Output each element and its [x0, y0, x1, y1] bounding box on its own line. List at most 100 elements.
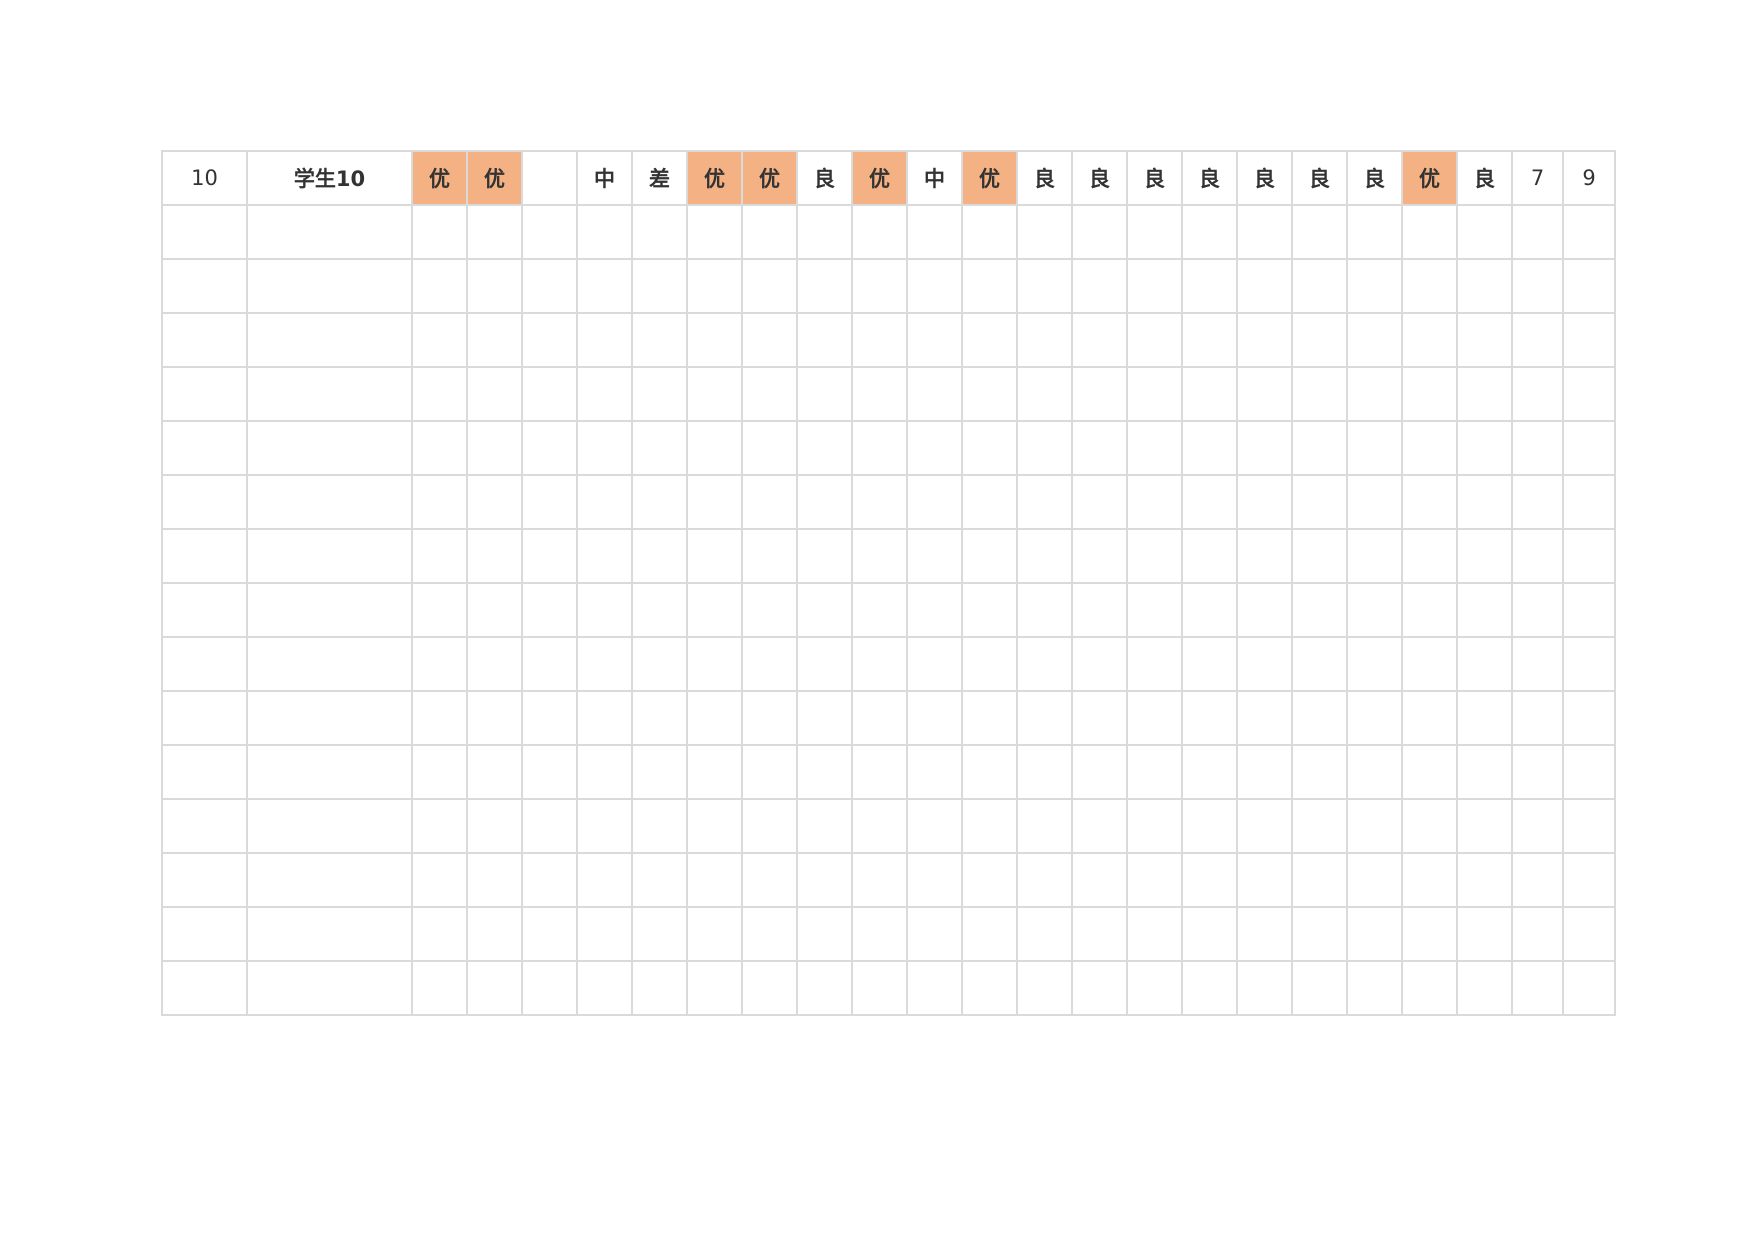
grade-table: 10 学生10 优优中差优优良优中优良良良良良良良优良 7 9: [161, 150, 1616, 1016]
table-cell: [1181, 960, 1238, 1016]
table-cell: [1456, 204, 1513, 260]
table-cell: 10: [161, 150, 248, 206]
table-cell: [906, 420, 963, 476]
table-cell: [1291, 852, 1348, 908]
table-cell: [521, 744, 578, 800]
table-cell: [1511, 366, 1564, 422]
table-cell: [1071, 420, 1128, 476]
table-cell: [631, 852, 688, 908]
table-cell: [246, 690, 413, 746]
table-cell: [906, 312, 963, 368]
table-cell: [576, 366, 633, 422]
table-cell: [631, 906, 688, 962]
table-cell: [741, 798, 798, 854]
table-cell: [161, 366, 248, 422]
table-cell: [521, 204, 578, 260]
table-cell: [1456, 474, 1513, 530]
table-cell: [1016, 690, 1073, 746]
table-cell: [1456, 906, 1513, 962]
table-cell: [1456, 636, 1513, 692]
table-cell: [1401, 528, 1458, 584]
table-cell: [246, 474, 413, 530]
table-row: [161, 636, 1616, 692]
table-cell: [576, 906, 633, 962]
table-cell: [1346, 636, 1403, 692]
table-cell: [466, 204, 523, 260]
table-cell: [1291, 906, 1348, 962]
table-cell: 优: [686, 150, 743, 206]
table-cell: [1181, 258, 1238, 314]
table-cell: [741, 744, 798, 800]
table-cell: [466, 690, 523, 746]
table-cell: [1511, 690, 1564, 746]
table-cell: [741, 366, 798, 422]
table-cell: [1562, 474, 1616, 530]
table-cell: [1016, 204, 1073, 260]
table-cell: [1016, 582, 1073, 638]
table-cell: [686, 852, 743, 908]
table-cell: [466, 528, 523, 584]
table-row: 10 学生10 优优中差优优良优中优良良良良良良良优良 7 9: [161, 150, 1616, 206]
table-cell: [741, 420, 798, 476]
table-cell: [1511, 204, 1564, 260]
table-cell: [851, 204, 908, 260]
table-cell: [1511, 852, 1564, 908]
table-cell: 9: [1562, 150, 1616, 206]
table-cell: [1511, 960, 1564, 1016]
table-cell: [1236, 690, 1293, 746]
table-cell: [1126, 906, 1183, 962]
table-cell: [796, 744, 853, 800]
table-cell: [906, 798, 963, 854]
table-cell: [1181, 528, 1238, 584]
table-cell: [1562, 960, 1616, 1016]
table-cell: [246, 636, 413, 692]
table-cell: [1016, 798, 1073, 854]
table-cell: [1291, 204, 1348, 260]
table-cell: 优: [851, 150, 908, 206]
table-cell: [1456, 366, 1513, 422]
table-cell: [1236, 528, 1293, 584]
table-cell: [961, 528, 1018, 584]
table-cell: [411, 852, 468, 908]
table-cell: [961, 474, 1018, 530]
table-cell: [411, 258, 468, 314]
table-cell: [1236, 582, 1293, 638]
table-cell: [161, 798, 248, 854]
table-cell: [741, 258, 798, 314]
table-cell: [1181, 690, 1238, 746]
table-row: [161, 744, 1616, 800]
table-cell: [1456, 744, 1513, 800]
table-cell: [411, 798, 468, 854]
table-cell: [796, 582, 853, 638]
table-cell: [1126, 528, 1183, 584]
table-cell: [1401, 798, 1458, 854]
table-cell: [631, 636, 688, 692]
table-cell: [961, 906, 1018, 962]
table-row: [161, 798, 1616, 854]
table-cell: [1401, 906, 1458, 962]
table-cell: [631, 258, 688, 314]
table-row: [161, 582, 1616, 638]
table-cell: [741, 528, 798, 584]
table-cell: [631, 582, 688, 638]
table-cell: [686, 204, 743, 260]
table-cell: [686, 258, 743, 314]
table-cell: [961, 852, 1018, 908]
table-row: [161, 960, 1616, 1016]
table-cell: 优: [741, 150, 798, 206]
table-cell: [1181, 636, 1238, 692]
table-cell: [851, 528, 908, 584]
table-cell: [741, 312, 798, 368]
table-cell: [796, 366, 853, 422]
table-cell: [851, 798, 908, 854]
table-cell: [851, 690, 908, 746]
table-cell: [1126, 690, 1183, 746]
table-cell: [1016, 852, 1073, 908]
table-cell: [1071, 906, 1128, 962]
table-cell: [1126, 420, 1183, 476]
table-cell: [411, 528, 468, 584]
table-cell: [161, 528, 248, 584]
table-cell: [1511, 528, 1564, 584]
table-cell: [246, 204, 413, 260]
